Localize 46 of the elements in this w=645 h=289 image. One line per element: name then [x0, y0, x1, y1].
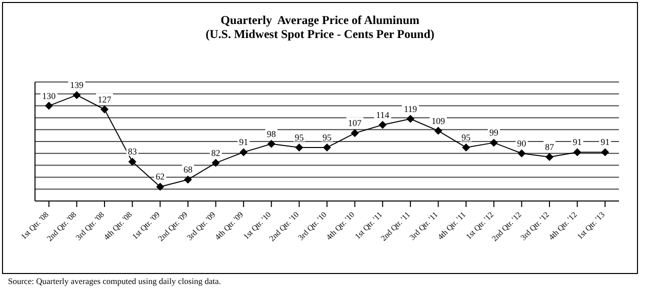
data-label: 95: [294, 132, 304, 142]
point: [462, 143, 470, 152]
data-label: 68: [183, 164, 193, 175]
data-label: 91: [239, 137, 248, 148]
data-label: 82: [211, 148, 220, 158]
point: [434, 126, 442, 135]
point: [44, 102, 53, 110]
point: [406, 114, 414, 123]
point: [184, 176, 192, 184]
data-label: 91: [572, 137, 582, 148]
data-label: 99: [489, 128, 499, 138]
data-label: 119: [404, 104, 418, 114]
point: [212, 158, 220, 167]
data-label: 130: [42, 90, 56, 101]
data-label: 127: [98, 94, 112, 104]
data-label: 90: [517, 138, 527, 148]
point: [601, 148, 610, 156]
point: [518, 149, 526, 158]
source-note: Source: Quarterly averages computed using daily closing data.: [8, 276, 221, 286]
point: [378, 120, 387, 129]
point: [240, 148, 248, 156]
chart-subtitle: (U.S. Midwest Spot Price - Cents Per Pound): [204, 27, 436, 41]
point: [156, 182, 164, 191]
data-label: 95: [462, 132, 472, 142]
data-label: 139: [70, 80, 84, 90]
point: [350, 129, 359, 138]
point: [490, 138, 498, 147]
point: [100, 105, 109, 114]
point: [72, 91, 81, 100]
point: [267, 140, 276, 148]
point: [545, 152, 554, 161]
data-label: 83: [128, 146, 138, 157]
point: [295, 143, 304, 152]
point: [323, 143, 331, 152]
point: [128, 158, 136, 166]
data-label: 91: [600, 137, 610, 148]
data-label: 87: [544, 142, 554, 152]
data-label: 62: [156, 172, 165, 182]
chart-title: Quarterly Average Price of Aluminum: [220, 13, 420, 27]
data-label: 109: [431, 116, 446, 126]
x-tick-label: 1st Qtr. '13: [575, 210, 607, 242]
data-label: 107: [348, 118, 362, 128]
point: [573, 148, 582, 156]
data-label: 95: [322, 132, 332, 142]
data-label: 114: [376, 110, 390, 120]
data-label: 98: [266, 128, 276, 139]
